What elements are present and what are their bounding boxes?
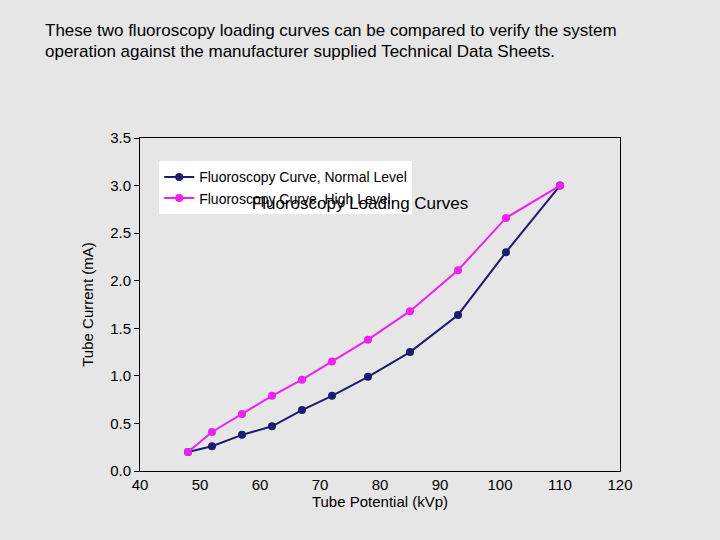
svg-text:120: 120 — [607, 476, 632, 493]
svg-text:80: 80 — [372, 476, 389, 493]
svg-text:Tube Current (mA): Tube Current (mA) — [79, 242, 96, 366]
svg-text:3.5: 3.5 — [110, 129, 131, 146]
svg-text:60: 60 — [252, 476, 269, 493]
svg-text:40: 40 — [132, 476, 149, 493]
svg-text:Fluoroscopy Curve, Normal Leve: Fluoroscopy Curve, Normal Level — [199, 169, 407, 185]
html-text:These two fluoroscopy loading: These two fluoroscopy loading curves can… — [45, 21, 617, 61]
svg-text:50: 50 — [192, 476, 209, 493]
svg-text:100: 100 — [487, 476, 512, 493]
svg-text:3.0: 3.0 — [110, 177, 131, 194]
svg-text:1.5: 1.5 — [110, 320, 131, 337]
svg-text:Tube Potential (kVp): Tube Potential (kVp) — [312, 493, 448, 510]
svg-text:70: 70 — [312, 476, 329, 493]
svg-text:Fluoroscopy Loading Curves: Fluoroscopy Loading Curves — [252, 194, 468, 213]
svg-text:90: 90 — [432, 476, 449, 493]
svg-text:0.0: 0.0 — [110, 462, 131, 479]
svg-text:Fluoroscopy Curve, High Level: Fluoroscopy Curve, High Level — [199, 191, 390, 207]
svg-text:2.0: 2.0 — [110, 272, 131, 289]
svg-text:1.0: 1.0 — [110, 367, 131, 384]
svg-text:0.5: 0.5 — [110, 415, 131, 432]
svg-text:110: 110 — [548, 476, 572, 493]
svg-text:2.5: 2.5 — [110, 224, 131, 241]
